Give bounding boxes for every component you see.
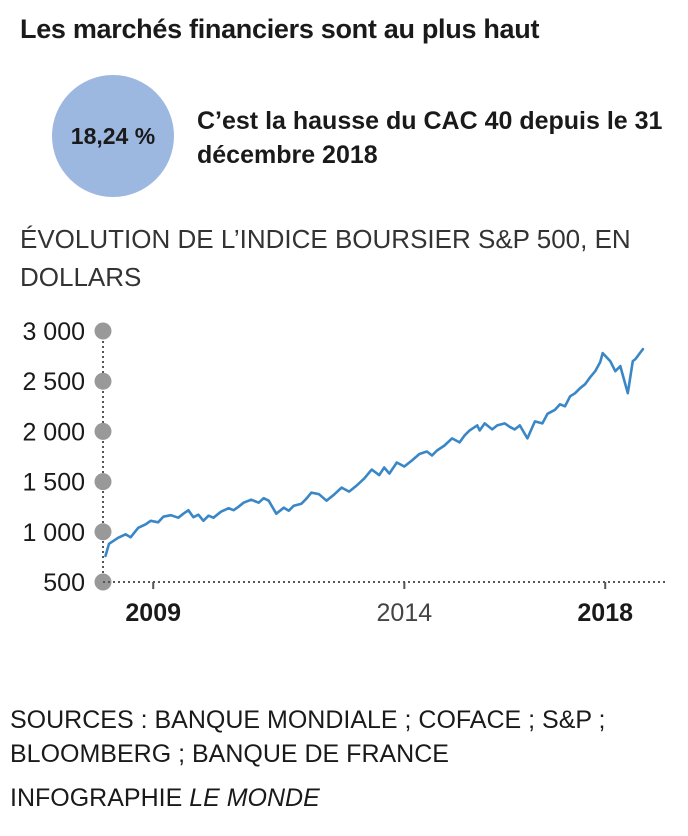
series-line (104, 347, 645, 558)
y-tick-label: 2 500 (22, 368, 85, 396)
credit-prefix: INFOGRAPHIE (10, 784, 190, 812)
sources-note: SOURCES : BANQUE MONDIALE ; COFACE ; S&P… (10, 706, 606, 768)
bubble-value: 18,24 % (70, 122, 156, 149)
y-axis: 3 000 2 500 2 000 1 500 1 000 500 (22, 318, 112, 597)
line-chart: 3 000 2 500 2 000 1 500 1 000 500 2009 2014 201… (22, 318, 668, 627)
y-tick-dot (94, 473, 112, 491)
x-tick-label: 2009 (125, 599, 181, 627)
y-tick-label: 3 000 (22, 318, 85, 346)
series-layer (104, 347, 645, 558)
y-tick-label: 1 000 (22, 519, 85, 547)
y-tick-dot (94, 523, 112, 541)
credit-line: INFOGRAPHIE LE MONDE (10, 784, 320, 813)
headline-text: C’est la hausse du CAC 40 depuis le 31 d… (197, 107, 663, 169)
y-tick-label: 500 (43, 569, 85, 597)
y-tick-label: 1 500 (22, 469, 85, 497)
y-tick-dot (94, 422, 112, 440)
x-tick-label: 2018 (577, 599, 633, 627)
page-title: Les marchés financiers sont au plus haut (20, 14, 540, 44)
x-axis: 2009 2014 2018 (103, 581, 668, 627)
y-tick-label: 2 000 (22, 418, 85, 446)
x-tick-label: 2014 (377, 599, 433, 627)
chart-title: ÉVOLUTION DE L’INDICE BOURSIER S&P 500, … (20, 224, 631, 292)
highlight-bubble: 18,24 % (52, 75, 174, 197)
y-tick-dot (94, 372, 112, 390)
y-tick-dot (94, 322, 112, 340)
credit-brand: LE MONDE (189, 784, 320, 812)
